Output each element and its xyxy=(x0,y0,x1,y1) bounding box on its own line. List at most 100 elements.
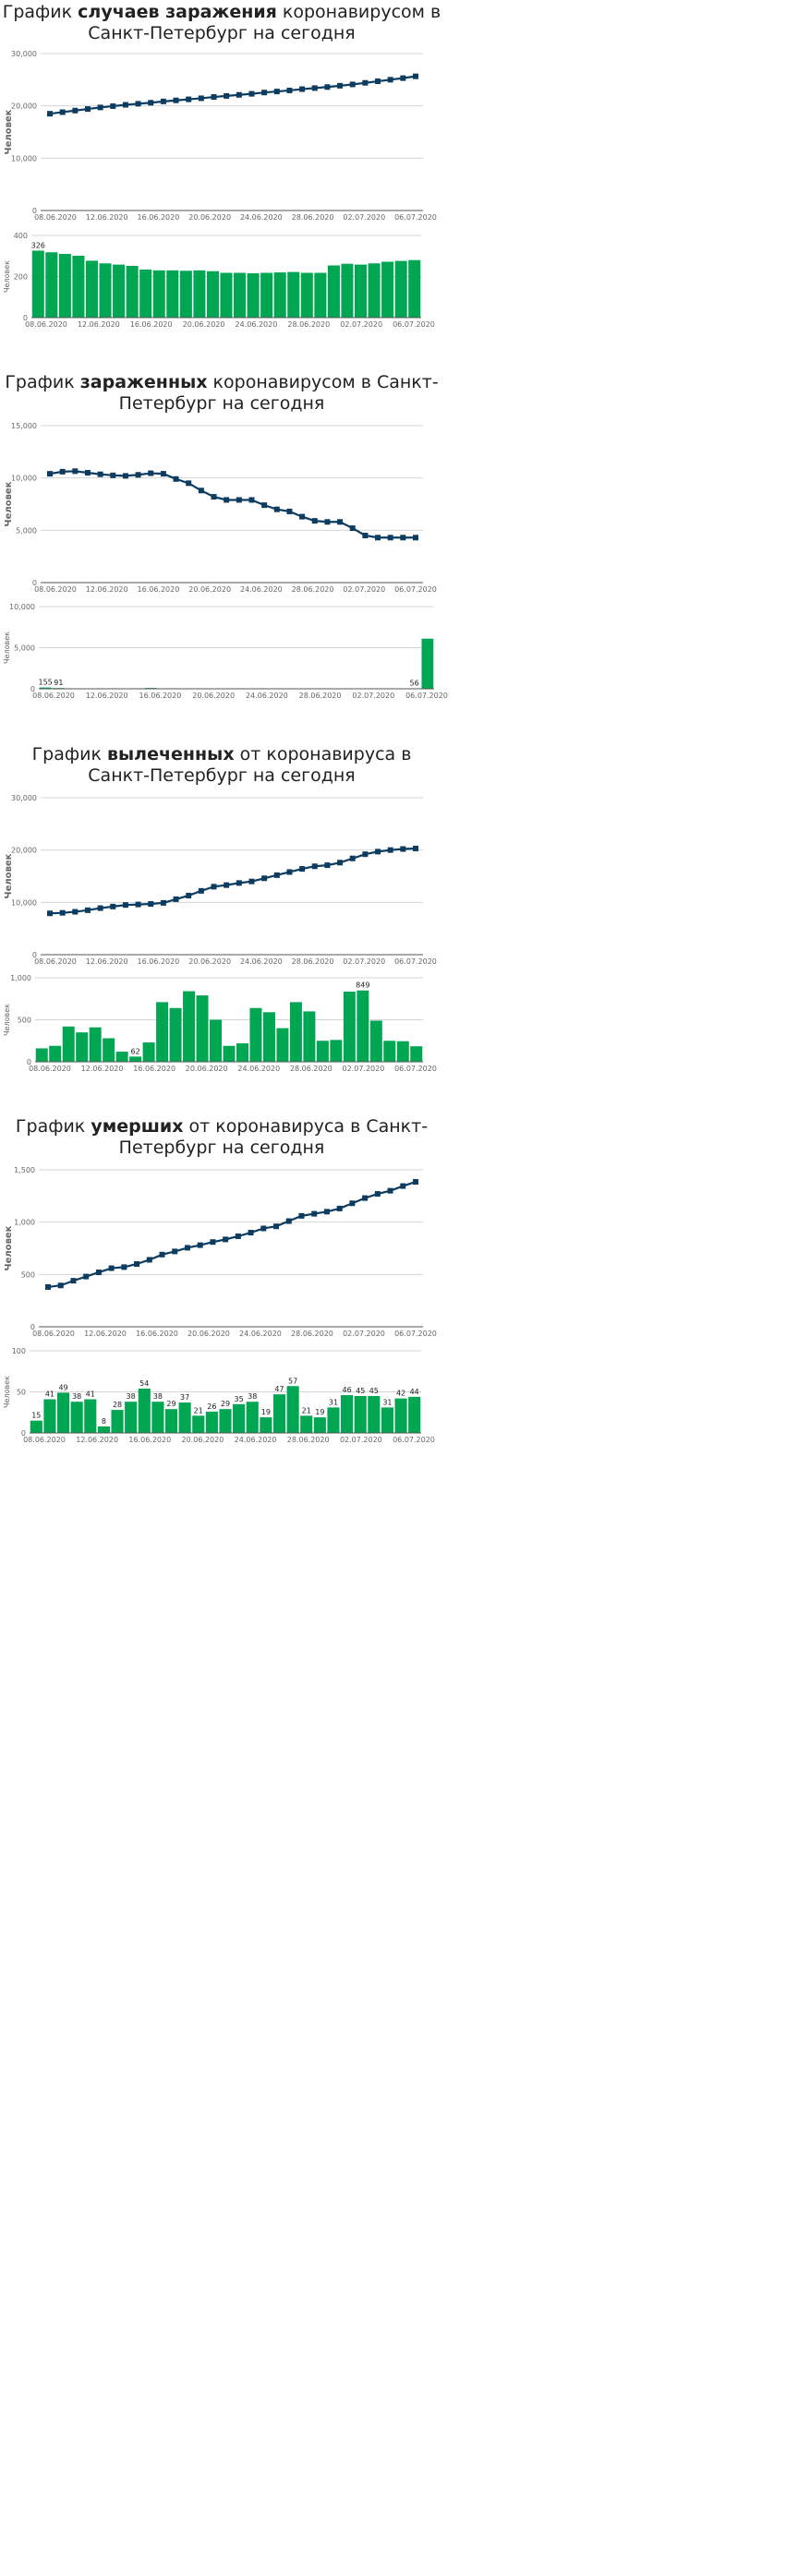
bar xyxy=(76,1032,89,1062)
bar xyxy=(156,1002,169,1062)
bar xyxy=(223,1045,236,1062)
x-tick-label: 24.06.2020 xyxy=(240,585,283,594)
bar xyxy=(31,250,44,318)
bar xyxy=(164,1409,178,1433)
bar xyxy=(354,264,368,318)
data-point xyxy=(349,81,356,88)
bar-data-label: 19 xyxy=(261,1408,271,1416)
x-tick-label: 16.06.2020 xyxy=(133,1065,175,1073)
x-tick-label: 06.07.2020 xyxy=(394,1330,437,1338)
x-tick-label: 16.06.2020 xyxy=(139,692,182,700)
bar xyxy=(276,1028,289,1062)
data-point xyxy=(211,494,217,500)
bar xyxy=(115,1052,128,1062)
data-point xyxy=(273,872,280,878)
data-point xyxy=(235,1233,241,1239)
data-point xyxy=(148,901,154,908)
bar xyxy=(125,1402,138,1433)
x-tick-label: 08.06.2020 xyxy=(34,213,77,222)
x-tick-label: 02.07.2020 xyxy=(352,692,394,700)
bar-data-label: 28 xyxy=(113,1401,122,1409)
section-title-prefix: График xyxy=(2,2,79,22)
x-tick-label: 20.06.2020 xyxy=(188,585,231,594)
bar xyxy=(396,1041,409,1062)
bar xyxy=(178,1402,191,1433)
bar xyxy=(210,1019,223,1062)
x-tick-label: 28.06.2020 xyxy=(292,957,334,966)
data-point xyxy=(210,1239,216,1246)
y-tick-label: 30,000 xyxy=(11,794,37,802)
bar xyxy=(138,1388,151,1433)
data-point xyxy=(236,91,242,98)
y-tick-label: 15,000 xyxy=(11,422,37,430)
y-tick-label: 0 xyxy=(32,207,37,215)
data-point xyxy=(236,497,242,503)
data-point xyxy=(311,85,318,91)
data-point xyxy=(148,470,154,476)
bar-data-label: 41 xyxy=(86,1390,95,1399)
bar xyxy=(183,991,196,1062)
y-tick-label: 0 xyxy=(32,579,37,587)
bar-chart-active-daily: 0 5,000 10,000 Человек 08.06.2020 12.06.2020 1… xyxy=(3,603,448,700)
bar xyxy=(111,1410,124,1433)
bar xyxy=(45,252,58,318)
data-point xyxy=(160,471,166,477)
y-tick-label: 200 xyxy=(14,273,28,282)
bar xyxy=(142,1042,155,1062)
x-tick-label: 08.06.2020 xyxy=(34,585,77,594)
bar xyxy=(139,269,152,318)
x-tick-label: 28.06.2020 xyxy=(299,692,342,700)
data-point xyxy=(135,472,141,478)
bar xyxy=(287,271,300,318)
data-point xyxy=(324,84,331,90)
data-point xyxy=(122,902,128,909)
bar-data-label: 44 xyxy=(410,1388,419,1396)
y-tick-label: 0 xyxy=(32,951,37,959)
x-tick-label: 02.07.2020 xyxy=(343,1330,385,1338)
x-tick-label: 16.06.2020 xyxy=(136,1330,178,1338)
data-point xyxy=(148,100,154,106)
bar xyxy=(368,263,381,318)
x-tick-label: 12.06.2020 xyxy=(86,213,128,222)
data-point xyxy=(362,1195,369,1201)
y-axis-label: Человек xyxy=(3,1376,11,1408)
data-point xyxy=(198,887,204,894)
bar xyxy=(151,1402,164,1433)
x-tick-label: 24.06.2020 xyxy=(236,320,278,329)
data-point xyxy=(337,82,344,89)
bar-data-label: 38 xyxy=(127,1392,136,1401)
bar xyxy=(129,1056,142,1062)
bar xyxy=(85,260,99,318)
x-tick-label: 08.06.2020 xyxy=(34,957,77,966)
data-point xyxy=(362,533,369,538)
bar xyxy=(246,1402,259,1433)
data-point xyxy=(298,1212,305,1219)
x-tick-label: 06.07.2020 xyxy=(394,585,437,594)
x-tick-label: 02.07.2020 xyxy=(340,1436,382,1444)
y-axis-label: Человек xyxy=(4,109,14,154)
bar-data-label: 26 xyxy=(207,1402,216,1411)
bar-data-label: 8 xyxy=(102,1417,106,1426)
bar xyxy=(408,1396,421,1433)
x-tick-label: 16.06.2020 xyxy=(138,585,180,594)
bar xyxy=(89,1027,102,1062)
bar xyxy=(43,1399,56,1433)
bar-data-label: 62 xyxy=(131,1047,140,1055)
bar xyxy=(262,1012,275,1062)
bar-data-label: 42 xyxy=(396,1390,405,1398)
bar xyxy=(343,992,356,1062)
data-point xyxy=(248,90,255,97)
x-tick-label: 28.06.2020 xyxy=(292,213,334,222)
data-point xyxy=(97,905,103,911)
data-point xyxy=(224,882,230,888)
data-point xyxy=(72,107,79,114)
data-point xyxy=(261,875,268,882)
data-point xyxy=(159,1251,165,1258)
x-tick-label: 02.07.2020 xyxy=(343,585,385,594)
data-point xyxy=(336,1205,343,1211)
bar-chart-deaths-daily: 0 50 100 Человек 08.06.2020 12.06.2020 16.06.2… xyxy=(3,1347,435,1444)
bar-chart-cases-daily: 0 200 400 Человек 08.06.2020 12.06.2020 16.06.… xyxy=(3,232,435,329)
bar xyxy=(341,1395,354,1433)
data-point xyxy=(324,519,331,525)
bar xyxy=(39,687,52,689)
